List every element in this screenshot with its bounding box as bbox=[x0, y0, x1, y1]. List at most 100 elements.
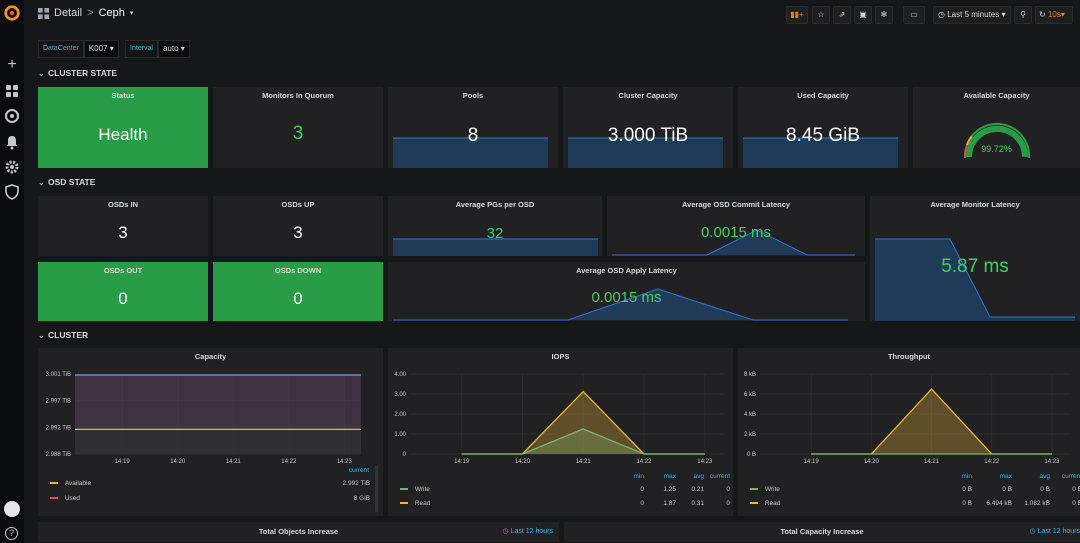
used-value: 8.45 GiB bbox=[786, 125, 860, 146]
legend-max: 6.494 kB bbox=[986, 500, 1012, 507]
series-area-write bbox=[461, 429, 705, 454]
star-button[interactable]: ☆ bbox=[812, 6, 830, 24]
tv-mode-button[interactable]: ▭ bbox=[903, 6, 925, 24]
y-tick-label: 2.997 TiB bbox=[46, 399, 71, 405]
iops-graph-panel[interactable]: IOPS 4.00 3.00 2.00 1.00 0 14:19 14:20 14:21 14:… bbox=[388, 348, 733, 516]
series-area-read bbox=[461, 391, 705, 454]
x-tick-label: 14:20 bbox=[864, 459, 880, 465]
legend-color-swatch bbox=[50, 497, 58, 500]
panel-title: Total Capacity Increase bbox=[780, 527, 864, 536]
throughput-graph-panel[interactable]: Throughput 8 kB 6 kB 4 kB 2 kB 0 B 14:19 14:20… bbox=[738, 348, 1080, 516]
y-tick-label: 2.988 TiB bbox=[46, 452, 71, 458]
chevron-down-icon: ▾ bbox=[129, 10, 134, 17]
datacenter-select[interactable]: K007 ▾ bbox=[83, 40, 119, 58]
legend-series-name: Used bbox=[64, 495, 80, 502]
row-title: OSD STATE bbox=[48, 177, 96, 187]
legend-header-max: max bbox=[663, 473, 676, 480]
capacity-increase-panel[interactable]: Total Capacity Increase ◷ Last 12 hours bbox=[564, 522, 1080, 542]
dashboard-grid-icon bbox=[38, 7, 49, 19]
legend-color-swatch bbox=[750, 488, 758, 491]
commit-latency-panel[interactable]: Average OSD Commit Latency 0.0015 ms bbox=[607, 196, 865, 256]
series-line-write bbox=[461, 428, 705, 455]
legend-series-name: Write bbox=[764, 486, 780, 493]
avatar[interactable] bbox=[4, 501, 20, 517]
monitor-latency-panel[interactable]: Average Monitor Latency 5.87 ms bbox=[870, 196, 1080, 321]
legend-row-read[interactable]: Read 0 B 6.494 kB 1.082 kB 0 B bbox=[750, 500, 1080, 510]
clock-icon: ◷ bbox=[938, 10, 945, 19]
x-tick-label: 14:23 bbox=[1044, 459, 1060, 465]
refresh-button[interactable]: ↻ 10s▾ bbox=[1035, 6, 1073, 24]
explore-icon[interactable] bbox=[4, 108, 20, 124]
datacenter-value: K007 bbox=[88, 44, 108, 53]
row-cluster-state[interactable]: ⌄ CLUSTER STATE bbox=[38, 68, 117, 78]
y-tick-label: 3.00 bbox=[394, 392, 406, 398]
legend-current-value: 8 GiB bbox=[353, 495, 370, 502]
avg-pgs-panel[interactable]: Average PGs per OSD 32 bbox=[388, 196, 602, 256]
legend-color-swatch bbox=[400, 488, 408, 491]
legend-row-used[interactable]: Used 8 GiB bbox=[50, 495, 370, 502]
breadcrumb[interactable]: Detail > Ceph ▾ bbox=[38, 7, 133, 19]
legend-scrollbar[interactable] bbox=[375, 466, 378, 512]
help-icon[interactable]: ? bbox=[5, 527, 18, 540]
x-tick-label: 14:22 bbox=[636, 459, 652, 465]
y-tick-label: 0 bbox=[403, 452, 407, 458]
interval-select[interactable]: auto ▾ bbox=[157, 40, 190, 58]
x-tick-label: 14:21 bbox=[576, 459, 592, 465]
capacity-chart[interactable]: 3.001 TiB 2.997 TiB 2.992 TiB 2.988 TiB 14:1… bbox=[38, 366, 383, 466]
y-tick-label: 2 kB bbox=[744, 432, 756, 438]
objects-increase-panel[interactable]: Total Objects Increase ◷ Last 12 hours bbox=[38, 522, 559, 542]
plus-icon[interactable]: + bbox=[7, 56, 17, 73]
osds-out-panel[interactable]: OSDs OUT 0 bbox=[38, 262, 208, 321]
grafana-logo[interactable] bbox=[3, 4, 21, 22]
used-capacity-panel[interactable]: Used Capacity 8.45 GiB bbox=[738, 87, 908, 168]
time-picker[interactable]: ◷ Last 5 minutes ▾ bbox=[933, 6, 1011, 24]
row-cluster[interactable]: ⌄ CLUSTER bbox=[38, 330, 88, 340]
save-button[interactable]: ▣ bbox=[854, 6, 872, 24]
add-panel-button[interactable]: ▮▮+ bbox=[786, 6, 808, 24]
shield-icon[interactable] bbox=[4, 184, 20, 200]
legend-row-write[interactable]: Write 0 1.25 0.21 0 bbox=[400, 486, 730, 496]
legend-min: 0 B bbox=[962, 486, 972, 493]
avg-pgs-value: 32 bbox=[486, 225, 504, 242]
status-panel[interactable]: Status Health bbox=[38, 87, 208, 168]
osds-up-panel[interactable]: OSDs UP 3 bbox=[213, 196, 383, 256]
cluster-capacity-panel[interactable]: Cluster Capacity 3.000 TiB bbox=[563, 87, 733, 168]
side-menu: + ? bbox=[0, 0, 24, 543]
bell-icon[interactable] bbox=[4, 134, 20, 150]
pools-panel[interactable]: Pools 8 bbox=[388, 87, 558, 168]
legend-row-available[interactable]: Available 2.992 TiB bbox=[50, 480, 370, 487]
share-button[interactable]: ⇗ bbox=[833, 6, 851, 24]
iops-chart[interactable]: 4.00 3.00 2.00 1.00 0 14:19 14:20 14:21 14:22 14:… bbox=[388, 366, 733, 466]
panel-title: Total Objects Increase bbox=[258, 527, 339, 536]
dashboard-title[interactable]: Ceph bbox=[98, 7, 125, 19]
available-value: 99.72% bbox=[981, 144, 1012, 154]
apply-latency-panel[interactable]: Average OSD Apply Latency 0.0015 ms bbox=[388, 262, 865, 321]
legend-row-write[interactable]: Write 0 B 0 B 0 B 0 B bbox=[750, 486, 1080, 496]
osds-down-panel[interactable]: OSDs DOWN 0 bbox=[213, 262, 383, 321]
available-capacity-panel[interactable]: Available Capacity 99.72% bbox=[913, 87, 1080, 168]
breadcrumb-folder[interactable]: Detail bbox=[54, 7, 83, 19]
interval-label: Interval bbox=[125, 40, 158, 58]
dashboards-icon[interactable] bbox=[4, 83, 20, 99]
interval-value: auto bbox=[162, 44, 179, 53]
row-osd-state[interactable]: ⌄ OSD STATE bbox=[38, 177, 95, 187]
x-tick-label: 14:20 bbox=[170, 459, 186, 465]
gauge-fill bbox=[965, 125, 1028, 158]
monitor-icon: ▭ bbox=[910, 10, 918, 19]
time-override: ◷ Last 12 hours bbox=[1030, 527, 1080, 535]
legend-series-name: Read bbox=[414, 500, 431, 507]
panel-title: Average OSD Commit Latency bbox=[681, 200, 791, 209]
gear-icon[interactable] bbox=[4, 159, 20, 175]
capacity-graph-panel[interactable]: Capacity 3.001 TiB 2.997 TiB 2.992 TiB 2.98… bbox=[38, 348, 383, 516]
monitors-panel[interactable]: Monitors In Quorum 3 bbox=[213, 87, 383, 168]
monitor-latency-value: 5.87 ms bbox=[941, 256, 1009, 277]
breadcrumb-separator: > bbox=[87, 7, 94, 19]
chevron-down-icon: ⌄ bbox=[38, 178, 45, 187]
osds-in-panel[interactable]: OSDs IN 3 bbox=[38, 196, 208, 256]
osds-down-value: 0 bbox=[293, 289, 303, 308]
x-tick-label: 14:19 bbox=[804, 459, 820, 465]
settings-button[interactable]: ✻ bbox=[875, 6, 893, 24]
throughput-chart[interactable]: 8 kB 6 kB 4 kB 2 kB 0 B 14:19 14:20 14:21 14:22 1… bbox=[738, 366, 1080, 466]
legend-row-read[interactable]: Read 0 1.87 0.31 0 bbox=[400, 500, 730, 510]
zoom-out-button[interactable]: ⚲ bbox=[1014, 6, 1032, 24]
